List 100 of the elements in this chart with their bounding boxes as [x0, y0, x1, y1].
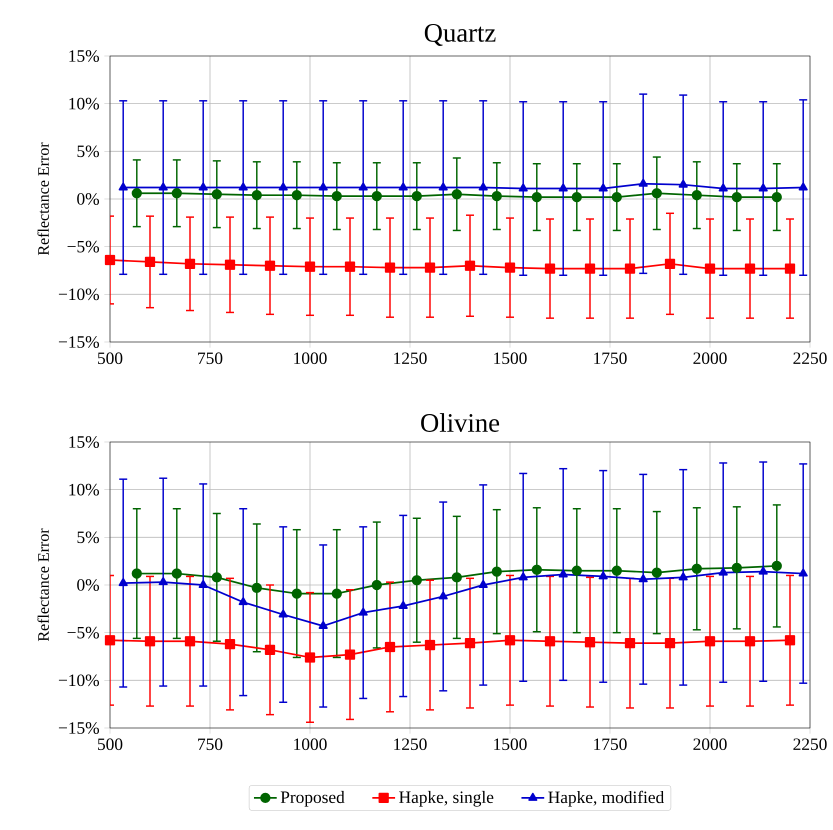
point — [332, 190, 342, 202]
point — [118, 578, 128, 586]
point — [358, 608, 368, 616]
x-tick-label: 1750 — [594, 352, 627, 364]
point — [664, 258, 676, 269]
point — [212, 189, 222, 200]
y-tick-label: 5% — [78, 531, 100, 544]
point — [504, 262, 516, 273]
point — [424, 262, 436, 273]
point — [598, 183, 608, 192]
point — [184, 636, 196, 646]
point — [678, 572, 688, 580]
point — [718, 183, 728, 192]
y-tick-label: 10% — [69, 484, 100, 496]
point — [344, 262, 356, 272]
point — [478, 182, 488, 191]
y-axis-title: Reflectance Error — [37, 142, 49, 256]
point — [532, 564, 542, 575]
x-tick-label: 1250 — [394, 352, 427, 364]
point — [624, 638, 636, 648]
point — [464, 260, 476, 271]
x-tick-label: 750 — [198, 738, 222, 750]
point — [252, 582, 262, 593]
point — [584, 637, 596, 648]
point — [692, 564, 702, 574]
point — [464, 638, 476, 648]
y-tick-label: 5% — [78, 145, 100, 158]
point — [318, 182, 328, 191]
point — [558, 183, 568, 192]
point — [398, 600, 408, 609]
point — [784, 635, 796, 646]
point — [798, 568, 808, 577]
point — [518, 183, 528, 192]
point — [678, 180, 688, 188]
point — [492, 566, 502, 577]
chart-title: Quartz — [424, 24, 496, 46]
point — [412, 575, 422, 586]
point — [292, 588, 302, 599]
point — [798, 182, 808, 191]
point — [758, 566, 768, 575]
point — [638, 178, 648, 187]
point — [452, 189, 462, 200]
point — [104, 254, 116, 266]
point — [544, 636, 556, 646]
point — [652, 567, 662, 578]
y-tick-label: −15% — [58, 336, 100, 348]
point — [224, 638, 236, 650]
y-tick-label: −10% — [58, 674, 100, 686]
point — [372, 580, 382, 590]
point — [772, 192, 782, 202]
point — [224, 260, 236, 270]
point — [772, 560, 782, 572]
point — [384, 642, 396, 652]
point — [264, 644, 276, 655]
point — [158, 577, 168, 586]
point — [172, 568, 182, 579]
point — [292, 190, 302, 200]
point — [172, 188, 182, 198]
point — [744, 636, 756, 646]
y-axis-title: Reflectance Error — [37, 528, 49, 642]
point — [144, 636, 156, 646]
point — [612, 192, 622, 202]
point — [212, 572, 222, 583]
y-tick-label: 15% — [69, 50, 100, 62]
x-tick-label: 750 — [198, 352, 222, 364]
y-tick-label: 0% — [77, 193, 100, 205]
point — [732, 192, 742, 202]
point — [438, 591, 448, 600]
point — [332, 588, 342, 599]
point — [184, 258, 196, 269]
point — [718, 567, 728, 576]
point — [598, 571, 608, 580]
point — [504, 635, 516, 646]
point — [264, 260, 276, 271]
point — [652, 188, 662, 198]
legend-label: Hapke, single — [399, 790, 494, 807]
point — [198, 580, 208, 588]
point — [318, 620, 328, 629]
point — [278, 609, 288, 618]
point — [572, 192, 582, 202]
x-tick-label: 1000 — [294, 352, 327, 364]
point — [372, 190, 382, 202]
point — [558, 569, 568, 578]
point — [304, 262, 316, 272]
point — [572, 566, 582, 576]
point — [518, 572, 528, 580]
point — [238, 182, 248, 191]
point — [252, 190, 262, 200]
x-tick-label: 1250 — [394, 738, 427, 750]
y-tick-label: −5% — [68, 626, 100, 639]
point — [158, 182, 168, 191]
x-tick-label: 1750 — [594, 738, 627, 750]
point — [424, 640, 436, 650]
point — [612, 566, 622, 576]
point — [704, 263, 716, 274]
point — [238, 597, 248, 606]
point — [624, 263, 636, 274]
point — [198, 182, 208, 191]
legend-label: Proposed — [280, 790, 345, 807]
y-tick-label: 0% — [77, 579, 100, 591]
